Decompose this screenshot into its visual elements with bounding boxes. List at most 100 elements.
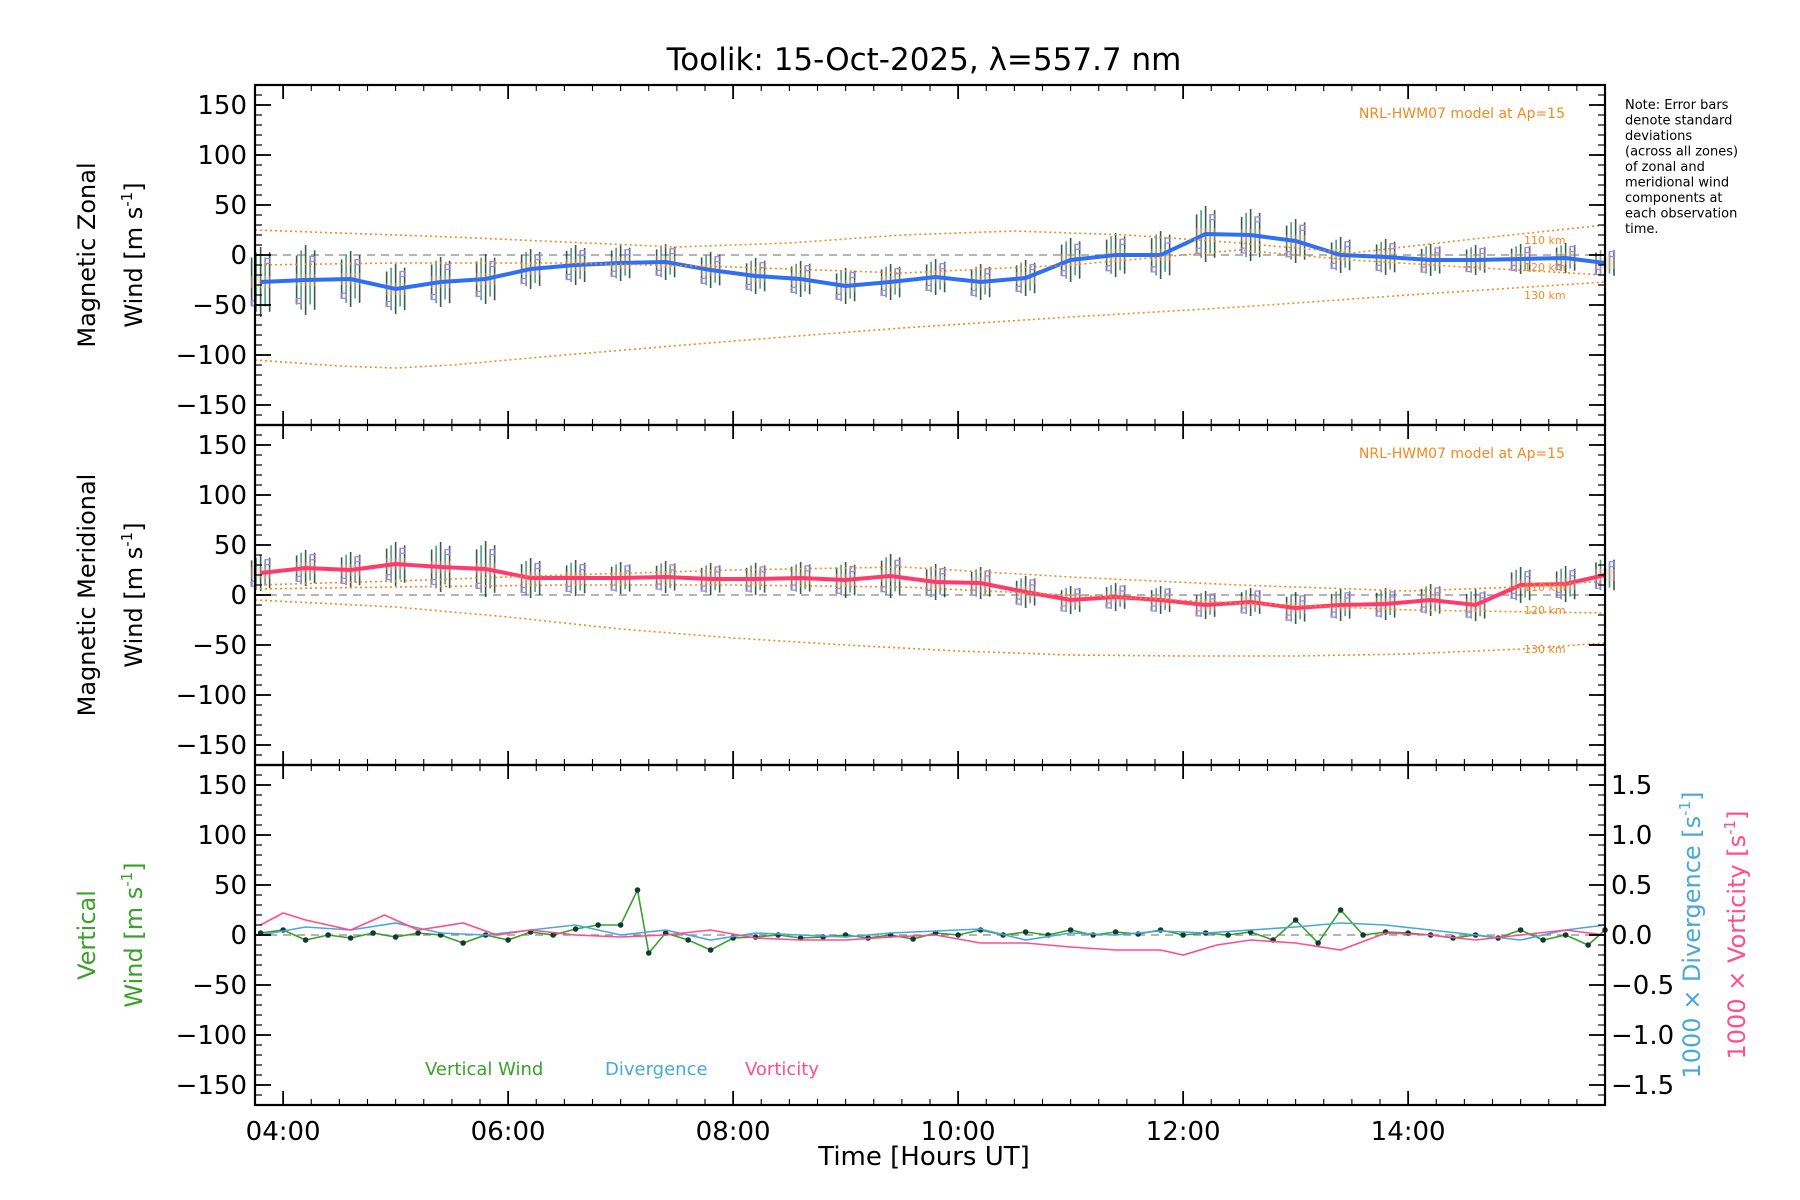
x-tick-label: 14:00 <box>1371 1117 1446 1147</box>
series-mean-zonal-wind <box>260 231 1606 292</box>
zone-sample <box>1060 605 1067 612</box>
zone-sample <box>1240 247 1247 254</box>
zone-sample <box>790 584 797 591</box>
zone-sample <box>340 292 347 299</box>
data-point <box>370 930 376 936</box>
zone-sample <box>1608 250 1616 258</box>
x-tick-label: 10:00 <box>921 1117 996 1147</box>
series-hwm07-110-km <box>254 566 1606 592</box>
zone-sample <box>489 260 496 268</box>
zone-sample <box>295 575 302 582</box>
panel-vertical: 150 100 50 0 −50 −100 −150 Vertical Wind [m s-1]… <box>73 763 1751 1147</box>
data-point <box>1405 930 1411 936</box>
zone-sample <box>1209 593 1216 600</box>
data-point <box>685 937 691 943</box>
zone-sample <box>309 554 316 561</box>
note-line: components at <box>1625 191 1723 206</box>
zone-sample <box>295 297 302 305</box>
data-point <box>1090 932 1096 938</box>
series-hwm07-120-km <box>254 584 1606 614</box>
data-point <box>1337 907 1344 913</box>
y-axis-label-units: Wind [m s-1] <box>118 522 148 667</box>
zone-sample <box>1060 270 1067 277</box>
zone-sample <box>1524 571 1531 578</box>
zone-sample <box>1524 246 1531 254</box>
zone-sample <box>835 587 842 594</box>
data-point <box>392 934 399 940</box>
zone-sample <box>385 300 392 308</box>
zone-sample <box>1375 264 1382 271</box>
zone-sample <box>565 273 572 281</box>
error-bars-zonal <box>250 206 1616 317</box>
zone-sample <box>1254 216 1261 223</box>
data-point <box>595 922 601 928</box>
series-hwm07-130-km <box>254 281 1606 369</box>
x-axis-label: Time [Hours UT] <box>817 1142 1030 1172</box>
zone-sample <box>1029 579 1036 586</box>
zone-sample <box>1150 266 1157 273</box>
zone-sample <box>1195 247 1202 254</box>
zone-sample <box>1594 582 1602 589</box>
zone-sample <box>430 578 437 586</box>
y-tick-label: 100 <box>197 481 247 511</box>
y-axis-label: Vertical <box>73 890 101 980</box>
zone-sample <box>489 549 496 556</box>
y-tick-label: −50 <box>192 631 247 661</box>
y-tick-label: −50 <box>192 291 247 321</box>
legend-item: Divergence <box>605 1059 708 1080</box>
zone-sample <box>1164 237 1171 244</box>
zone-sample <box>579 564 586 571</box>
zone-sample <box>1254 590 1261 597</box>
data-point <box>910 936 916 942</box>
x-tick-label: 12:00 <box>1146 1117 1221 1147</box>
zone-sample <box>579 249 586 257</box>
y-tick-label: −50 <box>192 971 247 1001</box>
zone-sample <box>399 270 406 278</box>
zone-sample <box>444 263 451 271</box>
y-tick-label: 150 <box>197 431 247 461</box>
x-tick-label: 06:00 <box>471 1117 546 1147</box>
data-point <box>634 887 641 893</box>
zone-sample <box>714 566 721 573</box>
panel-meridional: NRL-HWM07 model at Ap=15 110 km 120 km 130 … <box>73 423 1616 767</box>
zone-sample <box>1479 592 1486 599</box>
zone-sample <box>1285 251 1292 258</box>
x-tick-label: 04:00 <box>246 1117 321 1147</box>
data-point <box>1562 932 1569 938</box>
data-point <box>302 937 309 943</box>
y-tick-label: 0 <box>230 581 247 611</box>
chart-title: Toolik: 15-Oct-2025, λ=557.7 nm <box>666 42 1182 78</box>
data-point <box>325 932 331 938</box>
model-label: NRL-HWM07 model at Ap=15 <box>1359 106 1565 122</box>
zone-sample <box>669 248 676 255</box>
data-point <box>347 935 354 941</box>
zone-sample <box>1299 595 1306 602</box>
y-axis-label-units: Wind [m s-1] <box>118 182 148 327</box>
note-line: (across all zones) <box>1625 145 1738 160</box>
zone-sample <box>984 268 991 275</box>
zone-sample <box>1569 570 1576 577</box>
y-tick-label: 100 <box>197 141 247 171</box>
zone-sample <box>1164 588 1171 595</box>
data-point <box>1517 927 1524 933</box>
zone-sample <box>894 268 901 275</box>
zone-sample <box>250 580 257 587</box>
model-label: NRL-HWM07 model at Ap=15 <box>1359 446 1565 462</box>
zone-sample <box>1344 241 1351 248</box>
y-tick-label: −150 <box>176 391 247 421</box>
zone-sample <box>534 253 541 261</box>
zone-sample <box>1195 610 1202 617</box>
zone-sample <box>970 589 977 596</box>
zone-sample <box>925 284 932 291</box>
zone-sample <box>1569 245 1576 253</box>
data-point <box>820 934 826 940</box>
y-tick-label: 150 <box>197 771 247 801</box>
zone-sample <box>475 290 482 298</box>
right-y-tick-label: 1.5 <box>1611 771 1652 801</box>
zone-sample <box>700 585 707 592</box>
zone-sample <box>1465 611 1472 618</box>
zone-sample <box>759 262 766 269</box>
data-point <box>1022 929 1029 935</box>
note-line: meridional wind <box>1625 176 1729 191</box>
y-axis-label: Magnetic Zonal <box>73 162 101 347</box>
